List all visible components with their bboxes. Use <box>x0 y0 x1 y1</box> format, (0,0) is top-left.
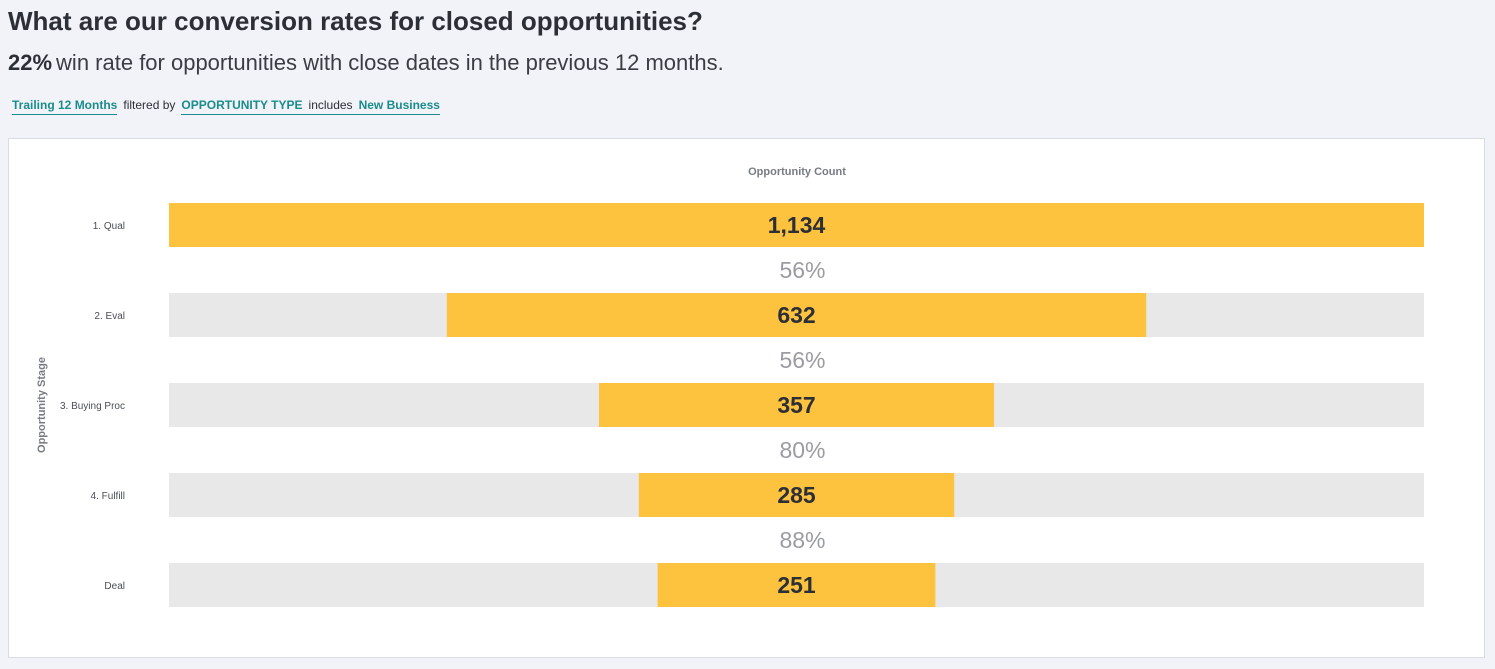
funnel-bar <box>598 383 995 427</box>
funnel-chart: Opportunity Count Opportunity Stage 1. Q… <box>36 166 1424 607</box>
stage-label: 3. Buying Proc <box>60 401 125 412</box>
stage-label: 1. Qual <box>93 221 125 232</box>
filter-bar: Trailing 12 Months filtered by OPPORTUNI… <box>12 98 440 115</box>
win-rate-value: 22% <box>8 50 53 75</box>
y-axis-title: Opportunity Stage <box>36 357 48 453</box>
bar-value-label: 251 <box>777 572 816 598</box>
period-filter[interactable]: Trailing 12 Months <box>12 98 118 115</box>
conversion-rate-label: 56% <box>779 257 825 283</box>
funnel-bar <box>169 203 1424 247</box>
conversion-rate-label: 56% <box>779 347 825 373</box>
funnel-bar <box>638 473 955 517</box>
filter-field-label[interactable]: OPPORTUNITY TYPE <box>181 98 303 112</box>
conversion-rate-label: 88% <box>779 527 825 553</box>
bar-value-label: 357 <box>777 392 815 418</box>
filter-value-label[interactable]: New Business <box>358 98 440 112</box>
page-subtitle: 22% win rate for opportunities with close… <box>8 50 724 76</box>
bar-value-label: 632 <box>777 302 815 328</box>
funnel-marks: 1. Qual 1,134 56% 2. Eval 632 56% 3. Buying Pr… <box>60 203 1424 607</box>
period-filter-label[interactable]: Trailing 12 Months <box>12 98 118 112</box>
subtitle-text: win rate for opportunities with close da… <box>56 50 724 75</box>
bar-value-label: 285 <box>777 482 816 508</box>
opportunity-type-filter[interactable]: OPPORTUNITY TYPE includes New Business <box>181 98 440 115</box>
page-title: What are our conversion rates for closed… <box>8 6 703 36</box>
x-axis-title: Opportunity Count <box>748 166 846 178</box>
funnel-bar <box>657 563 936 607</box>
stage-label: 2. Eval <box>94 311 125 322</box>
funnel-chart-card: Opportunity Count Opportunity Stage 1. Q… <box>8 138 1485 658</box>
stage-label: 4. Fulfill <box>91 491 125 502</box>
stage-label: Deal <box>104 581 125 592</box>
filter-operator-text: includes <box>308 98 353 112</box>
conversion-rate-label: 80% <box>779 437 825 463</box>
filtered-by-text: filtered by <box>123 98 176 112</box>
bar-value-label: 1,134 <box>768 212 826 238</box>
funnel-bar <box>446 293 1147 337</box>
